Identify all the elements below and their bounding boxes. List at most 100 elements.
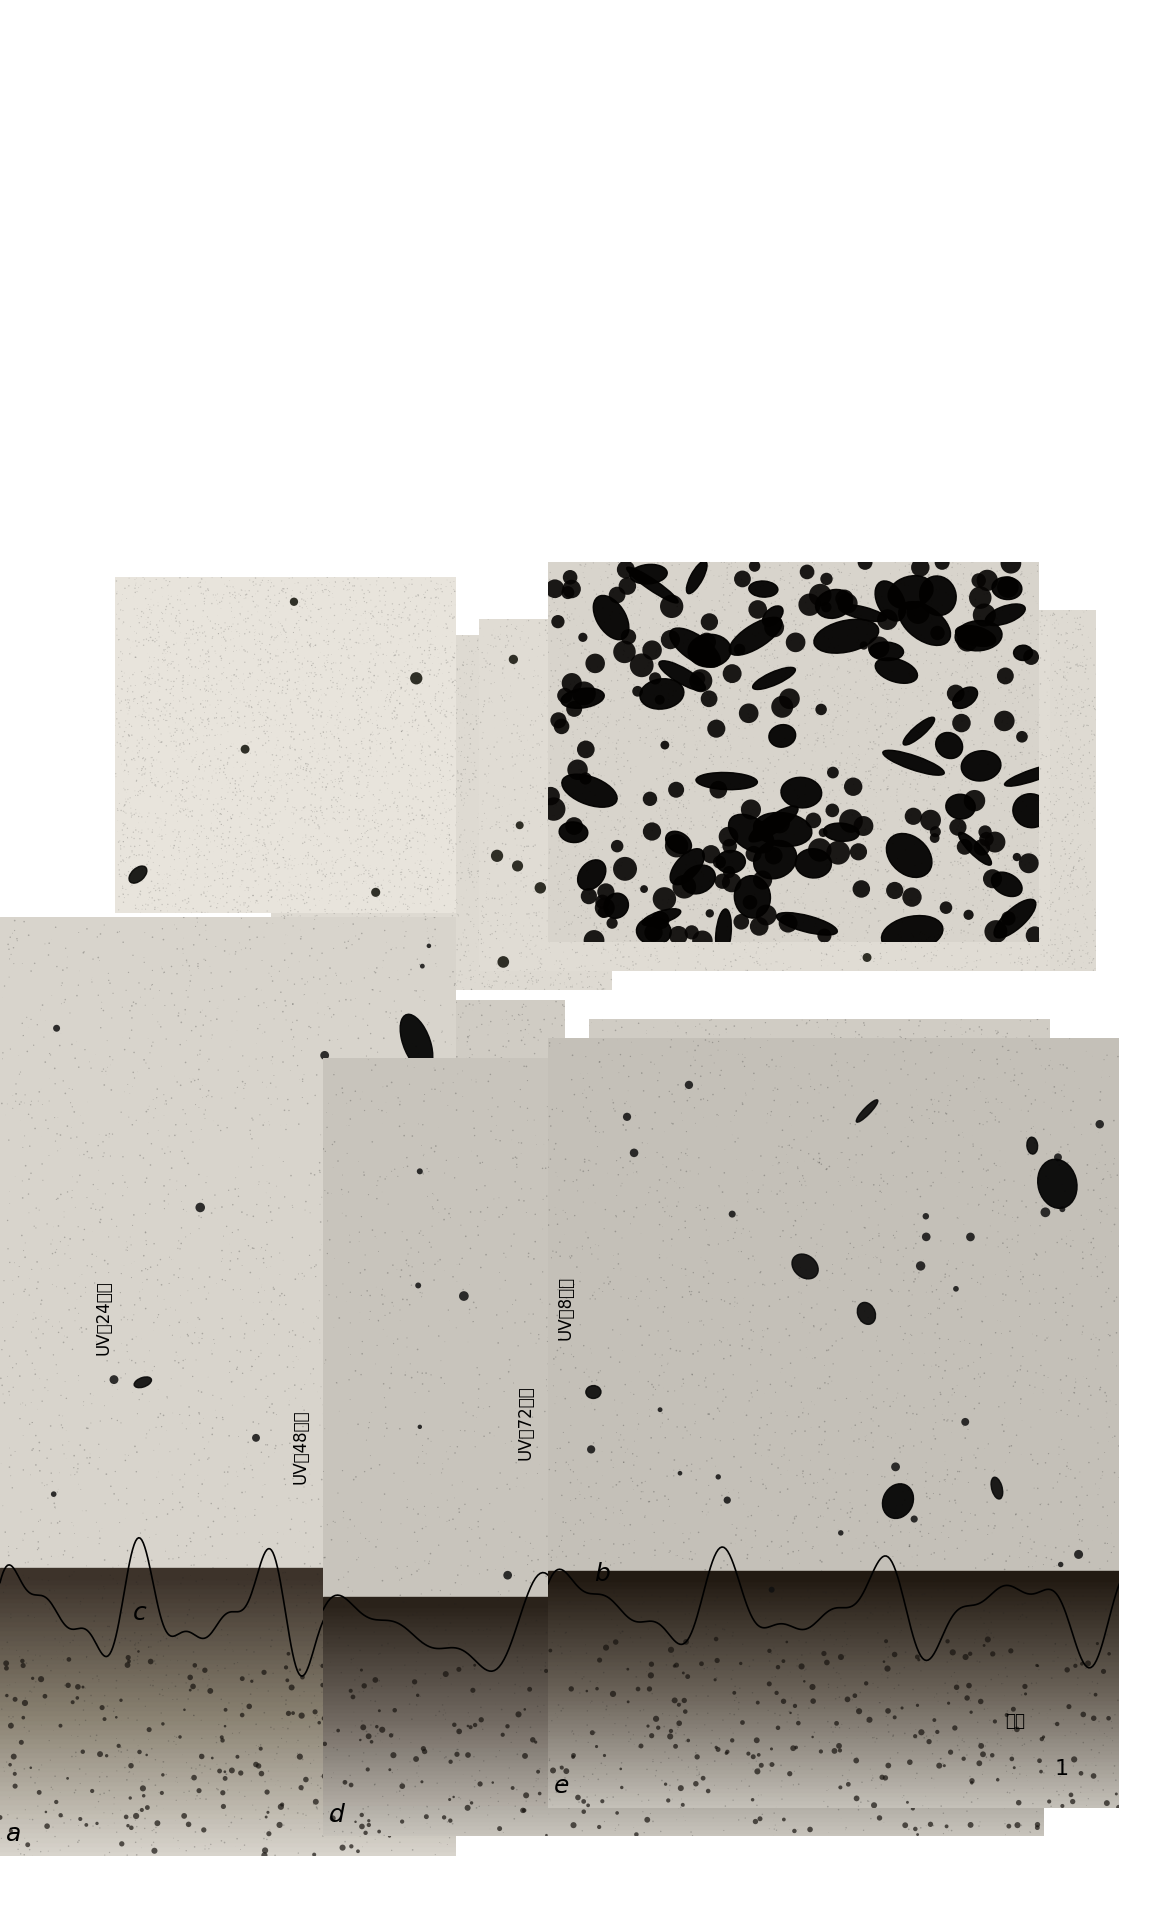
- Point: [1022, 900, 1041, 931]
- Point: [556, 1763, 575, 1794]
- Point: [552, 1567, 570, 1598]
- Point: [123, 1452, 142, 1483]
- Point: [275, 827, 293, 858]
- Point: [183, 610, 202, 640]
- Point: [748, 931, 766, 962]
- Point: [404, 767, 422, 798]
- Point: [958, 1661, 976, 1692]
- Point: [844, 788, 862, 819]
- Point: [859, 763, 877, 794]
- Point: [295, 1506, 314, 1536]
- Point: [862, 715, 881, 746]
- Point: [261, 565, 279, 596]
- Point: [129, 1561, 148, 1592]
- Point: [276, 1090, 294, 1121]
- Point: [174, 938, 193, 969]
- Point: [995, 1277, 1013, 1308]
- Point: [751, 1140, 770, 1171]
- Point: [354, 971, 373, 1002]
- Point: [610, 1440, 629, 1471]
- Point: [893, 769, 912, 800]
- Point: [164, 1494, 182, 1525]
- Point: [141, 781, 159, 812]
- Point: [437, 1113, 456, 1144]
- Point: [788, 854, 807, 885]
- Point: [353, 867, 372, 898]
- Point: [796, 1515, 815, 1546]
- Point: [734, 1513, 752, 1544]
- Point: [271, 1538, 290, 1569]
- Point: [984, 702, 1003, 733]
- Point: [22, 1088, 40, 1119]
- Point: [448, 1475, 466, 1506]
- Point: [1010, 631, 1028, 662]
- Point: [434, 904, 452, 935]
- Point: [935, 1077, 953, 1108]
- Point: [248, 575, 267, 606]
- Point: [351, 952, 369, 983]
- Point: [493, 1263, 511, 1294]
- Point: [882, 1179, 900, 1210]
- Point: [300, 621, 319, 652]
- Point: [315, 1542, 334, 1573]
- Point: [699, 1681, 718, 1711]
- Point: [1052, 862, 1071, 892]
- Point: [989, 1296, 1007, 1327]
- Point: [294, 1560, 313, 1590]
- Point: [1013, 1288, 1032, 1319]
- Point: [1012, 1773, 1031, 1804]
- Point: [815, 944, 833, 975]
- Point: [1012, 756, 1031, 787]
- Point: [538, 1275, 556, 1306]
- Point: [820, 777, 839, 808]
- Point: [1066, 1650, 1085, 1681]
- Point: [576, 744, 594, 775]
- Point: [145, 1285, 164, 1315]
- Point: [306, 1111, 324, 1142]
- Point: [502, 1577, 520, 1608]
- Point: [340, 567, 359, 598]
- Point: [388, 783, 406, 813]
- Point: [964, 923, 982, 954]
- Point: [321, 1502, 339, 1533]
- Point: [709, 1485, 727, 1515]
- Point: [744, 910, 763, 940]
- Point: [462, 973, 480, 1004]
- Point: [879, 756, 898, 787]
- Point: [444, 837, 463, 867]
- Point: [424, 1194, 442, 1225]
- Point: [646, 781, 665, 812]
- Point: [811, 1583, 830, 1613]
- Point: [974, 885, 992, 915]
- Point: [347, 1310, 366, 1340]
- Point: [504, 1173, 523, 1204]
- Point: [355, 596, 374, 627]
- Point: [351, 637, 369, 667]
- Point: [744, 712, 763, 742]
- Point: [231, 1304, 249, 1335]
- Point: [591, 1248, 609, 1279]
- Point: [376, 694, 395, 725]
- Point: [1018, 1119, 1036, 1150]
- Point: [263, 627, 282, 658]
- Point: [704, 888, 722, 919]
- Point: [689, 892, 707, 923]
- Point: [981, 765, 999, 796]
- Point: [850, 1229, 869, 1260]
- Point: [792, 1185, 810, 1215]
- Point: [1108, 1194, 1126, 1225]
- Point: [920, 813, 938, 844]
- Point: [375, 915, 394, 946]
- Point: [346, 1600, 365, 1631]
- Point: [779, 806, 797, 837]
- Bar: [548, 1686, 1119, 1696]
- Point: [893, 860, 912, 890]
- Point: [896, 1046, 914, 1077]
- Point: [400, 946, 419, 977]
- Point: [907, 602, 926, 633]
- Point: [764, 1804, 782, 1835]
- Point: [198, 1075, 217, 1106]
- Point: [550, 1427, 569, 1458]
- Point: [413, 844, 432, 875]
- Point: [495, 685, 514, 715]
